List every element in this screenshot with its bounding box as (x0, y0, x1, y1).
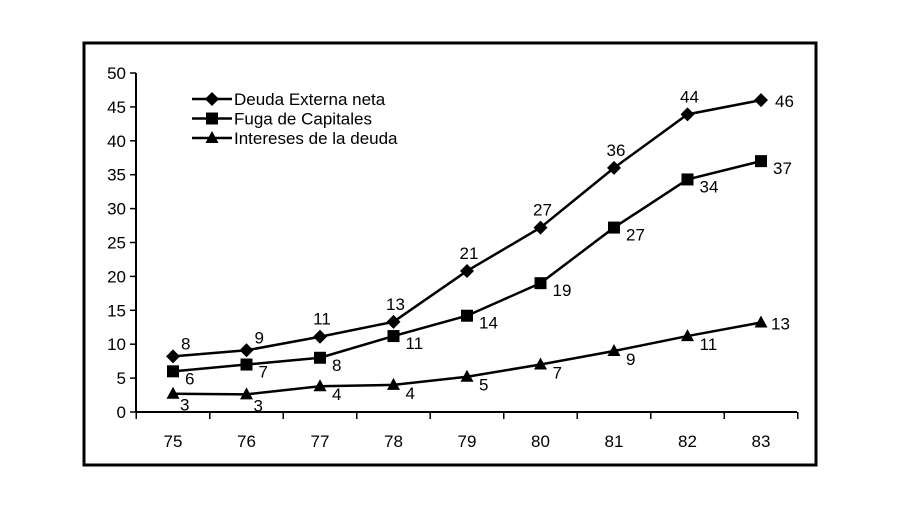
data-label: 7 (259, 363, 268, 382)
triangle-marker (205, 131, 219, 143)
triangle-marker (387, 377, 400, 390)
diamond-marker (205, 92, 219, 106)
x-tick-label: 78 (384, 432, 403, 451)
data-label: 8 (332, 356, 341, 375)
data-label: 8 (181, 334, 190, 353)
square-marker (608, 221, 620, 234)
legend-item: Deuda Externa neta (192, 90, 386, 109)
x-tick-label: 81 (605, 432, 624, 451)
data-label: 27 (533, 201, 552, 220)
diamond-marker (386, 314, 401, 329)
triangle-marker (313, 379, 327, 392)
square-marker (167, 365, 179, 378)
y-tick-label: 30 (107, 200, 126, 219)
data-label: 7 (553, 364, 562, 383)
x-tick-label: 79 (458, 432, 477, 451)
data-label: 11 (313, 310, 331, 329)
y-tick-label: 25 (107, 234, 126, 253)
legend-label: Deuda Externa neta (234, 90, 386, 109)
y-tick-label: 5 (117, 369, 126, 388)
square-marker (240, 358, 253, 371)
data-label: 27 (626, 226, 645, 245)
triangle-marker (754, 315, 768, 328)
data-label: 46 (775, 92, 794, 111)
data-label: 44 (680, 87, 699, 106)
square-marker (314, 351, 326, 364)
data-label: 37 (773, 159, 792, 178)
data-label: 6 (185, 369, 194, 388)
diamond-marker (460, 263, 474, 278)
triangle-marker (240, 387, 253, 400)
data-label: 11 (700, 335, 718, 354)
square-marker (206, 112, 218, 125)
x-tick-label: 82 (678, 432, 697, 451)
legend-label: Intereses de la deuda (234, 129, 398, 148)
x-tick-label: 76 (237, 432, 256, 451)
series-diamond: 8 9 11 13 21 27 36 44 46 (166, 87, 794, 364)
x-tick-label: 75 (164, 432, 183, 451)
data-label: 5 (479, 376, 488, 395)
data-label: 11 (406, 334, 424, 353)
data-label: 9 (255, 328, 264, 347)
data-label: 13 (771, 315, 790, 334)
data-label: 9 (626, 350, 635, 369)
y-tick-label: 20 (107, 267, 126, 286)
data-label: 36 (607, 141, 626, 160)
triangle-marker (681, 329, 694, 342)
data-label: 13 (386, 295, 405, 314)
diamond-marker (754, 93, 768, 108)
diamond-marker (239, 343, 254, 358)
y-tick-label: 40 (107, 132, 126, 151)
x-tick-label: 80 (531, 432, 550, 451)
triangle-marker (166, 386, 180, 399)
data-label: 4 (332, 385, 341, 404)
data-label: 3 (180, 396, 189, 415)
y-tick-label: 15 (107, 301, 126, 320)
square-marker (681, 173, 694, 186)
diamond-marker (607, 160, 621, 175)
diamond-marker (533, 220, 548, 235)
triangle-marker (460, 369, 474, 382)
data-label: 4 (406, 384, 415, 403)
square-marker (461, 309, 473, 322)
square-marker (387, 330, 400, 343)
x-tick-label: 83 (752, 432, 771, 451)
legend-label: Fuga de Capitales (234, 110, 372, 129)
series-triangle: 3 3 4 4 5 7 9 11 13 (166, 315, 790, 415)
data-label: 34 (700, 177, 719, 196)
data-label: 21 (460, 244, 479, 263)
y-tick-label: 0 (117, 403, 126, 422)
y-tick-label: 45 (107, 98, 126, 117)
diamond-marker (166, 349, 180, 364)
data-label: 19 (553, 281, 572, 300)
data-label: 14 (479, 314, 498, 333)
y-tick-label: 10 (107, 335, 126, 354)
square-marker (755, 155, 767, 168)
triangle-marker (607, 343, 621, 356)
x-tick-label: 77 (311, 432, 330, 451)
diamond-marker (313, 329, 327, 344)
series-square: 6 7 8 11 14 19 27 34 37 (167, 155, 792, 388)
triangle-marker (534, 357, 547, 370)
legend-item: Intereses de la deuda (192, 129, 398, 148)
y-tick-label: 35 (107, 166, 126, 185)
chart-frame (82, 41, 818, 467)
y-tick-label: 50 (107, 64, 126, 83)
data-label: 3 (254, 396, 263, 415)
square-marker (534, 277, 547, 290)
legend-item: Fuga de Capitales (192, 110, 372, 129)
diamond-marker (680, 107, 695, 122)
